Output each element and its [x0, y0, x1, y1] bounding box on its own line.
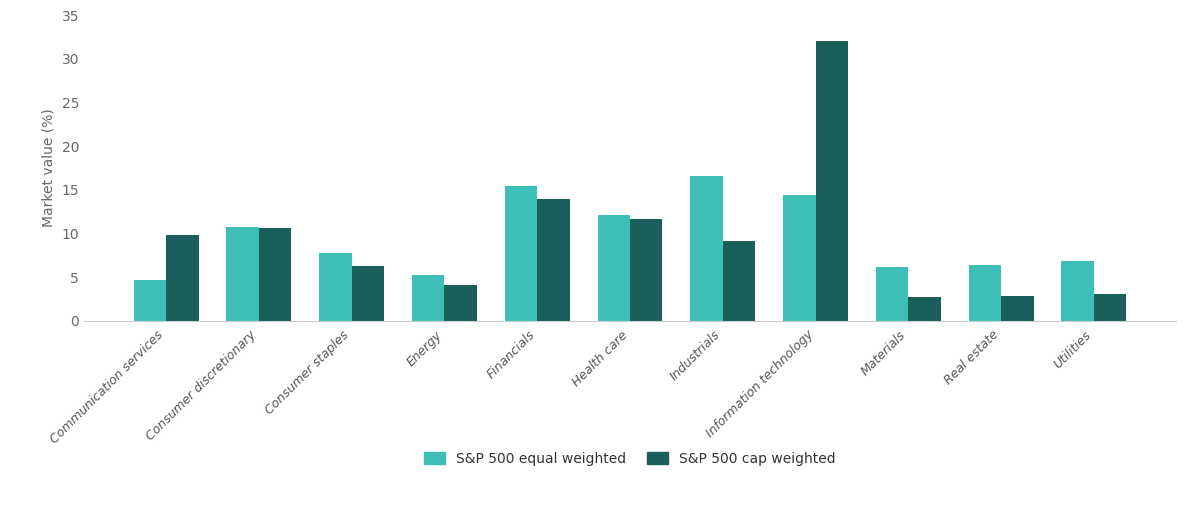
- Bar: [1094, 294, 1127, 321]
- Bar: [816, 41, 848, 321]
- Bar: [690, 176, 722, 321]
- Bar: [538, 200, 570, 321]
- Bar: [505, 186, 538, 321]
- Bar: [630, 218, 662, 321]
- Bar: [876, 267, 908, 321]
- Bar: [259, 228, 292, 321]
- Legend: S&P 500 equal weighted, S&P 500 cap weighted: S&P 500 equal weighted, S&P 500 cap weig…: [418, 445, 842, 472]
- Y-axis label: Market value (%): Market value (%): [42, 108, 56, 228]
- Bar: [784, 195, 816, 321]
- Bar: [166, 235, 198, 321]
- Bar: [968, 265, 1001, 321]
- Bar: [1062, 261, 1094, 321]
- Bar: [598, 215, 630, 321]
- Bar: [444, 285, 476, 321]
- Bar: [319, 252, 352, 321]
- Bar: [722, 241, 755, 321]
- Bar: [908, 297, 941, 321]
- Bar: [227, 228, 259, 321]
- Bar: [1001, 296, 1033, 321]
- Bar: [412, 275, 444, 321]
- Bar: [133, 279, 166, 321]
- Bar: [352, 266, 384, 321]
